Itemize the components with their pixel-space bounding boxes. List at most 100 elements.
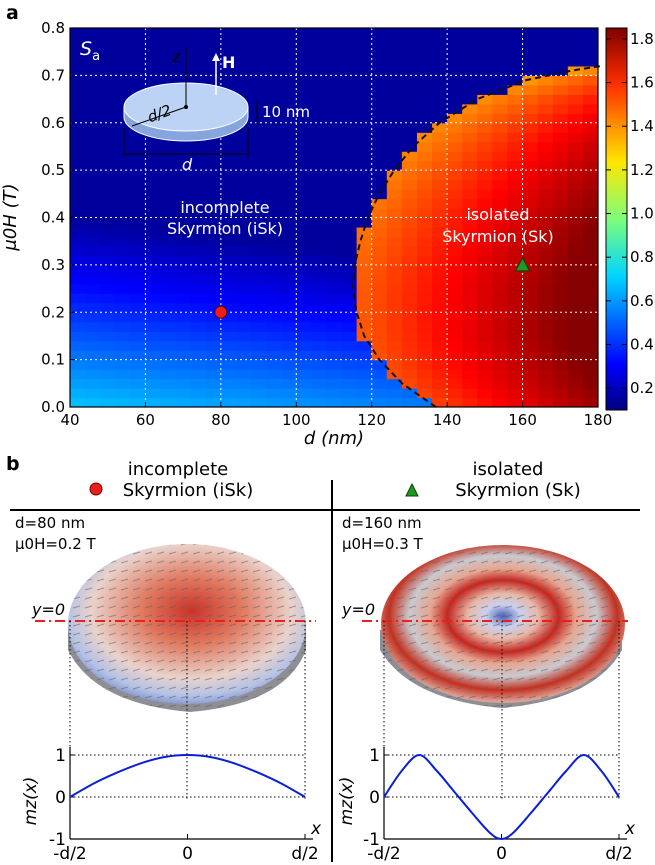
heatmap-cell: [447, 255, 463, 266]
heatmap-cell: [537, 350, 554, 361]
heatmap-cell: [537, 255, 554, 266]
heatmap-cell: [296, 293, 312, 304]
heatmap-cell: [386, 84, 403, 95]
heatmap-cell: [537, 226, 554, 238]
heatmap-cell: [145, 378, 162, 389]
heatmap-cell: [70, 388, 86, 399]
heatmap-cell: [552, 56, 569, 67]
heatmap-cell: [522, 321, 539, 332]
heatmap-cell: [220, 388, 237, 399]
heatmap-cell: [507, 179, 524, 190]
heatmap-cell: [477, 388, 493, 399]
heatmap-cell: [70, 378, 86, 389]
heatmap-cell: [522, 274, 539, 285]
heatmap-cell: [220, 198, 237, 209]
heatmap-cell: [145, 397, 162, 407]
heatmap-cell: [326, 236, 343, 247]
heatmap-cell: [235, 340, 252, 351]
heatmap-cell: [326, 217, 343, 228]
heatmap-cell: [281, 245, 297, 256]
heatmap-cell: [145, 331, 162, 342]
heatmap-cell: [567, 84, 584, 95]
heatmap-cell: [296, 378, 312, 389]
heatmap-cell: [311, 350, 328, 361]
heatmap-cell: [281, 179, 297, 190]
heatmap-cell: [175, 217, 192, 228]
heatmap-cell: [537, 56, 554, 67]
heatmap-cell: [326, 302, 343, 313]
heatmap-cell: [145, 236, 162, 247]
heatmap-cell: [432, 113, 448, 124]
heatmap-cell: [100, 293, 116, 304]
heatmap-cell: [311, 340, 328, 351]
heatmap-cell: [477, 179, 493, 190]
heatmap-cell: [311, 141, 328, 152]
heatmap-cell: [447, 208, 463, 219]
heatmap-cell: [386, 189, 403, 200]
heatmap-cell: [85, 331, 101, 342]
heatmap-cell: [130, 369, 147, 380]
heatmap-cell: [281, 331, 297, 342]
heatmap-cell: [145, 189, 162, 200]
heatmap-cell: [447, 179, 463, 190]
heatmap-cell: [582, 312, 598, 323]
marker-isk: [214, 305, 228, 319]
heatmap-cell: [522, 46, 539, 58]
heatmap-cell: [100, 122, 116, 133]
heatmap-cell: [266, 226, 282, 238]
heatmap-cell: [567, 113, 584, 124]
heatmap-cell: [401, 122, 418, 133]
heatmap-cell: [175, 255, 192, 266]
heatmap-cell: [552, 340, 569, 351]
heatmap-cell: [130, 151, 147, 162]
heatmap-cell: [175, 56, 192, 67]
heatmap-cell: [432, 94, 448, 105]
heatmap-cell: [492, 255, 509, 266]
heatmap-cell: [356, 217, 373, 228]
heatmap-cell: [386, 350, 403, 361]
heatmap-cell: [432, 321, 448, 332]
heatmap-cell: [582, 331, 598, 342]
heatmap-cell: [175, 245, 192, 256]
heatmap-cell: [432, 28, 448, 39]
heatmap-cell: [311, 75, 328, 86]
heatmap-cell: [341, 274, 358, 285]
heatmap-cell: [190, 359, 207, 370]
heatmap-cell: [311, 264, 328, 275]
heatmap-cell: [296, 236, 312, 247]
heatmap-cell: [462, 122, 478, 133]
heatmap-cell: [341, 160, 358, 171]
heatmap-cell: [522, 293, 539, 304]
heatmap-cell: [432, 46, 448, 58]
heatmap-cell: [371, 321, 388, 332]
y-tick-label: 0.2: [41, 303, 65, 321]
heatmap-cell: [296, 302, 312, 313]
heatmap-cell: [537, 189, 554, 200]
heatmap-cell: [281, 160, 297, 171]
heatmap-cell: [432, 160, 448, 171]
heatmap-cell: [401, 132, 418, 143]
heatmap-cell: [160, 170, 177, 181]
heatmap-cell: [386, 283, 403, 294]
heatmap-cell: [145, 293, 162, 304]
y-axis-label: mz(x): [21, 777, 41, 826]
heatmap-cell: [386, 255, 403, 266]
heatmap-cell: [160, 236, 177, 247]
x-axis-label: x: [624, 819, 636, 839]
heatmap-cell: [190, 321, 207, 332]
y-axis-label: mz(x): [337, 777, 357, 826]
heatmap-cell: [582, 160, 598, 171]
heatmap-cell: [326, 46, 343, 58]
heatmap-cell: [477, 84, 493, 95]
heatmap-cell: [447, 122, 463, 133]
heatmap-cell: [416, 369, 433, 380]
heatmap-cell: [356, 141, 373, 152]
heatmap-cell: [522, 369, 539, 380]
x-tick-label: 0: [496, 844, 507, 864]
heatmap-cell: [477, 302, 493, 313]
heatmap-cell: [477, 160, 493, 171]
heatmap-cell: [447, 226, 463, 238]
heatmap-cell: [266, 312, 282, 323]
heatmap-cell: [552, 321, 569, 332]
heatmap-cell: [100, 37, 116, 48]
